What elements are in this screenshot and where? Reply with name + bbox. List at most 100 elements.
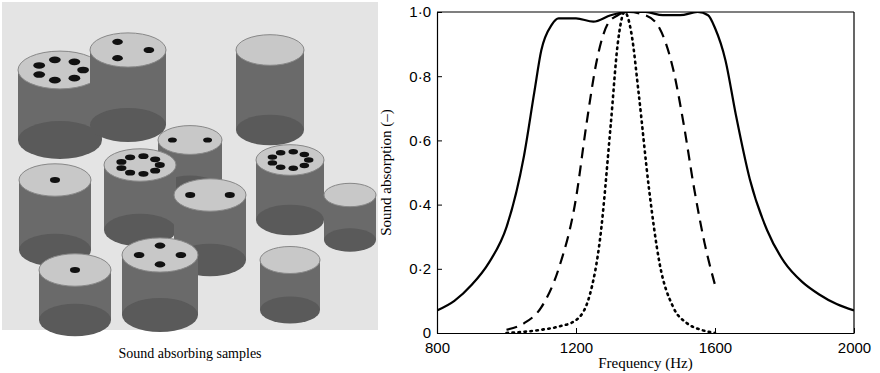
y-tick-mark	[437, 140, 442, 141]
x-axis: 800120016002000	[425, 328, 871, 356]
sample-hole	[150, 156, 160, 162]
sample-hole	[125, 154, 135, 160]
plot-lines	[437, 12, 854, 333]
x-tick-label: 1600	[699, 339, 732, 356]
series-line	[507, 12, 716, 333]
plot-frame-right	[853, 12, 854, 333]
photo	[2, 2, 378, 336]
sample-top	[174, 179, 246, 211]
sample-hole	[168, 137, 177, 142]
x-tick-label: 2000	[838, 339, 871, 356]
y-tick: 0·8	[409, 68, 442, 85]
sample-hole	[134, 252, 145, 258]
y-tick: 0·2	[409, 260, 442, 277]
sample-hole	[268, 154, 278, 159]
sample-top	[256, 145, 324, 176]
sample-hole	[155, 243, 166, 249]
series-line	[507, 12, 716, 330]
x-axis-line	[438, 333, 855, 334]
y-tick-mark	[437, 269, 442, 270]
sample-top	[158, 126, 222, 155]
x-axis-title: Frequency (Hz)	[598, 355, 693, 372]
y-tick-label: 0·4	[409, 196, 431, 213]
sample-hole	[300, 163, 310, 168]
sample-hole	[268, 160, 278, 165]
sample-hole	[155, 162, 165, 168]
sample-top	[236, 35, 304, 66]
sample	[104, 149, 176, 246]
sample-top	[90, 33, 166, 67]
sample-top	[19, 164, 91, 196]
sample	[18, 51, 102, 159]
sample-hole	[288, 166, 298, 171]
sample-hole	[144, 47, 155, 53]
sample-hole	[176, 252, 187, 258]
y-tick-mark	[437, 205, 442, 206]
sample-hole	[50, 177, 60, 183]
sample-top	[260, 247, 320, 274]
sample-hole	[49, 77, 61, 84]
sample-hole	[112, 55, 123, 61]
y-tick-label: 0	[423, 324, 431, 341]
x-tick-mark	[576, 328, 577, 333]
y-tick-label: 0·2	[409, 260, 431, 277]
sample	[19, 164, 91, 266]
sample	[39, 254, 111, 336]
sample-hole	[203, 137, 212, 142]
sample-top	[18, 51, 102, 89]
sample-hole	[69, 59, 81, 66]
sample-hole	[125, 170, 135, 176]
y-tick-mark	[437, 333, 442, 334]
sample-top	[324, 183, 376, 206]
sample-hole	[77, 67, 89, 74]
sample-hole	[138, 153, 148, 159]
sample-bottom	[324, 228, 376, 251]
series-line	[437, 12, 854, 311]
sample-hole	[155, 261, 166, 267]
sample-hole	[276, 150, 286, 155]
sample-hole	[304, 157, 314, 162]
sample	[256, 145, 324, 236]
sample-top	[122, 238, 198, 272]
sample-hole	[300, 152, 310, 157]
sample-hole	[150, 168, 160, 174]
sample-bottom	[236, 115, 304, 146]
sample-bottom	[18, 121, 102, 159]
sample-hole	[33, 71, 45, 78]
y-tick-mark	[437, 76, 442, 77]
sample-bottom	[256, 205, 324, 236]
sample	[122, 238, 198, 332]
y-axis-line	[437, 13, 438, 334]
sample-top	[104, 149, 176, 181]
sample-hole	[70, 267, 80, 273]
sample-bottom	[122, 298, 198, 332]
y-tick: 0·4	[409, 196, 442, 213]
y-tick-label: 1·0	[409, 3, 431, 20]
sample-bottom	[260, 297, 320, 324]
sample-hole	[112, 39, 123, 45]
sample	[324, 183, 376, 251]
sample	[260, 247, 320, 324]
x-tick-label: 1200	[560, 339, 593, 356]
sample-bottom	[90, 108, 166, 142]
sample-hole	[225, 192, 235, 198]
sample-hole	[116, 165, 126, 171]
sample-top	[39, 254, 111, 286]
sample-hole	[185, 192, 195, 198]
sample-hole	[116, 159, 126, 165]
photo-background	[2, 2, 378, 330]
canvas: Sound absorbing samples80012001600200000…	[0, 0, 880, 373]
sample	[90, 33, 166, 142]
sample-hole	[33, 62, 45, 69]
sample-bottom	[39, 304, 111, 336]
y-tick-label: 0·6	[409, 132, 431, 149]
sample-hole	[69, 75, 81, 82]
y-axis-title: Sound absorption (–)	[378, 109, 395, 236]
sample-hole	[288, 149, 298, 154]
x-tick: 1200	[560, 328, 593, 356]
sample-hole	[276, 165, 286, 170]
y-tick: 0·6	[409, 132, 442, 149]
photo-caption: Sound absorbing samples	[118, 346, 261, 361]
y-tick: 0	[423, 324, 442, 341]
y-axis: 0 0·2 0·4 0·6 0·8 1·0	[409, 3, 442, 341]
